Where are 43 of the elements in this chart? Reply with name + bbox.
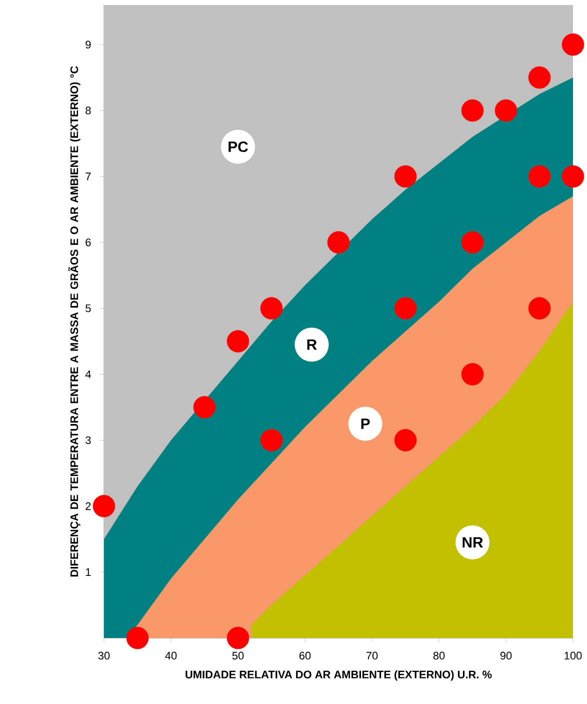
point xyxy=(394,429,417,452)
x-tick-label: 70 xyxy=(366,652,378,660)
point xyxy=(461,231,484,254)
point xyxy=(193,396,216,418)
point xyxy=(528,165,551,188)
point xyxy=(528,66,551,89)
x-tick-label: 100 xyxy=(564,652,582,660)
point xyxy=(126,626,149,650)
y-tick-label: 1 xyxy=(86,568,91,576)
y-tick-label: 4 xyxy=(85,370,91,378)
x-tick-label: 90 xyxy=(500,652,512,660)
point xyxy=(260,429,283,452)
x-tick-label: 30 xyxy=(98,652,110,660)
y-tick-label: 6 xyxy=(86,238,91,246)
point xyxy=(461,99,484,122)
x-tick-label: 40 xyxy=(165,652,177,660)
point xyxy=(562,33,584,56)
x-tick-label: 80 xyxy=(433,652,445,660)
y-axis-title: DIFERENÇA DE TEMPERATURA ENTRE A MASSA DE GRÃOS E O AR AMBIENTE (EXTERNO) °C xyxy=(68,66,80,576)
x-axis-title: UMIDADE RELATIVA DO AR AMBIENTE (EXTERNO) U.R. % xyxy=(186,670,492,681)
annotation: PC xyxy=(228,141,248,152)
point xyxy=(562,165,584,188)
y-tick-label: 5 xyxy=(86,304,91,312)
point xyxy=(394,297,417,320)
point xyxy=(226,626,250,650)
annotation: P xyxy=(361,418,370,429)
annotation: NR xyxy=(462,537,483,548)
point xyxy=(528,297,551,320)
point xyxy=(327,231,350,254)
y-tick-label: 7 xyxy=(86,172,91,180)
point xyxy=(494,99,518,122)
y-tick-label: 8 xyxy=(86,106,91,114)
point xyxy=(226,330,250,352)
point xyxy=(92,494,116,518)
y-tick-label: 9 xyxy=(86,40,91,48)
x-tick-label: 60 xyxy=(299,652,311,660)
annotation: R xyxy=(307,339,317,350)
point xyxy=(461,363,484,386)
y-tick-label: 3 xyxy=(86,436,91,444)
point xyxy=(394,165,417,188)
x-tick-label: 50 xyxy=(232,652,244,660)
y-tick-label: 2 xyxy=(86,502,91,510)
point xyxy=(260,297,283,320)
